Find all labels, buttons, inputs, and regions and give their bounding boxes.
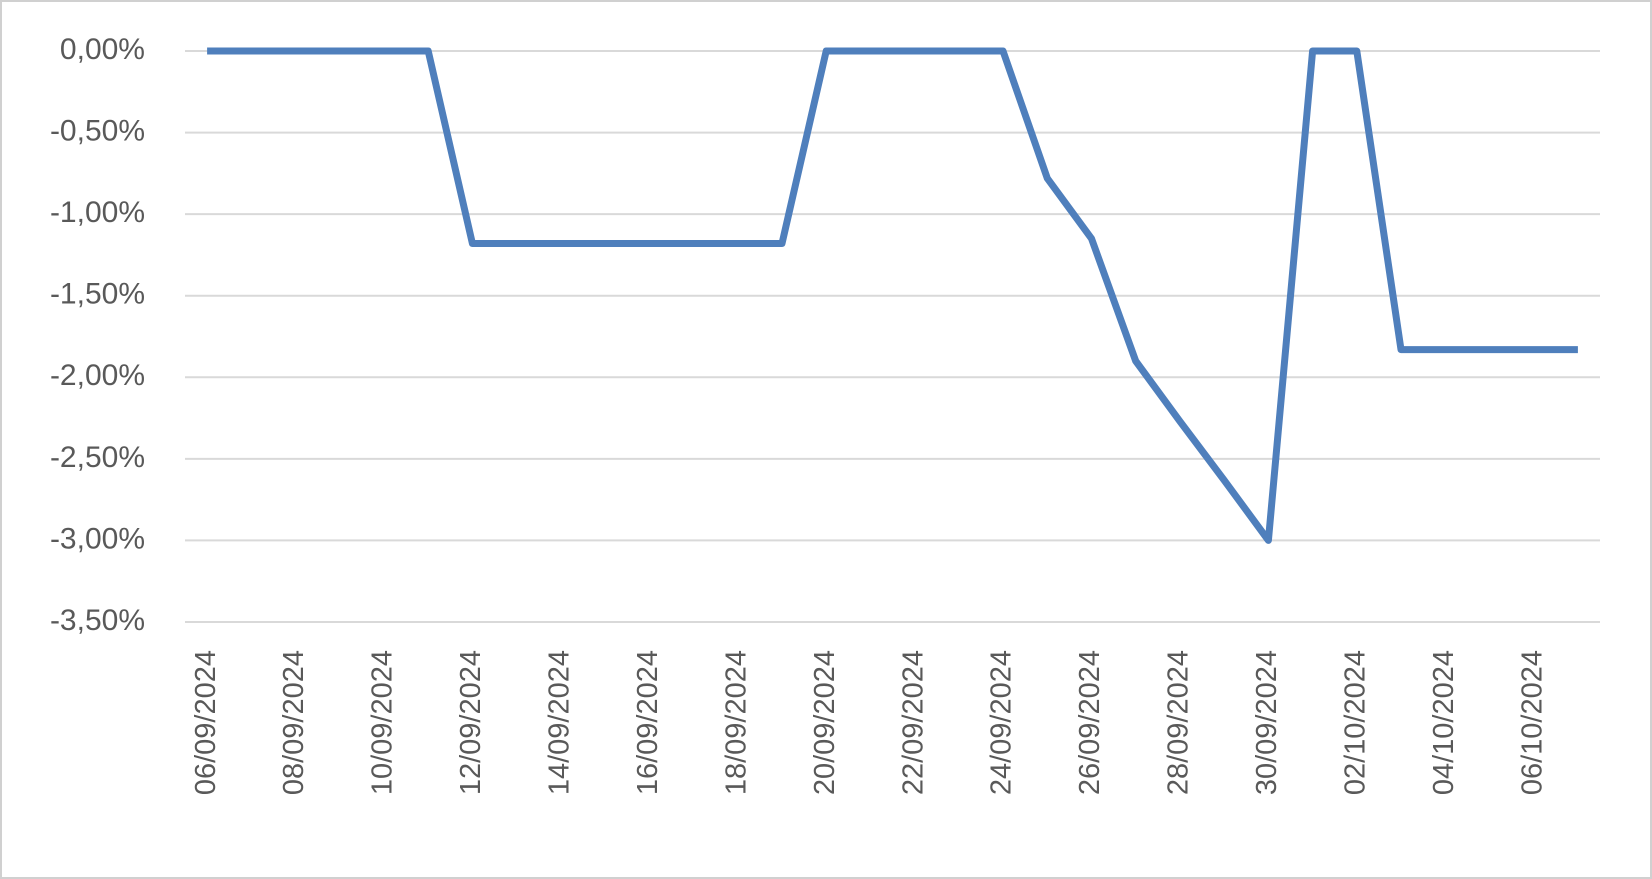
y-tick-label: 0,00% — [60, 33, 145, 66]
x-tick-label: 04/10/2024 — [1428, 650, 1460, 795]
x-tick-label: 06/09/2024 — [190, 650, 222, 795]
x-tick-label: 20/09/2024 — [809, 650, 841, 795]
x-tick-label: 24/09/2024 — [986, 650, 1018, 795]
x-tick-label: 26/09/2024 — [1074, 650, 1106, 795]
x-tick-label: 18/09/2024 — [720, 650, 752, 795]
x-tick-label: 22/09/2024 — [897, 650, 929, 795]
x-tick-label: 28/09/2024 — [1163, 650, 1195, 795]
x-tick-label: 08/09/2024 — [278, 650, 310, 795]
x-tick-label: 12/09/2024 — [455, 650, 487, 795]
y-tick-label: -3,50% — [50, 604, 145, 637]
x-tick-label: 16/09/2024 — [632, 650, 664, 795]
y-tick-label: -1,50% — [50, 278, 145, 311]
x-tick-label: 30/09/2024 — [1251, 650, 1283, 795]
x-tick-label: 10/09/2024 — [367, 650, 399, 795]
x-tick-label: 06/10/2024 — [1516, 650, 1548, 795]
y-tick-label: -3,00% — [50, 522, 145, 555]
y-tick-label: -1,00% — [50, 196, 145, 229]
y-tick-label: -0,50% — [50, 114, 145, 147]
x-tick-label: 02/10/2024 — [1339, 650, 1371, 795]
line-series — [207, 47, 1578, 544]
y-tick-label: -2,50% — [50, 441, 145, 474]
x-tick-label: 14/09/2024 — [544, 650, 576, 795]
y-tick-label: -2,00% — [50, 359, 145, 392]
